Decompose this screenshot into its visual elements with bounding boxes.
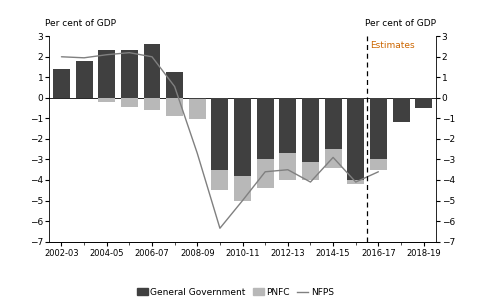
- Bar: [53, 95, 70, 98]
- Bar: [324, 149, 342, 168]
- Bar: [347, 180, 364, 184]
- Bar: [347, 98, 364, 180]
- Bar: [189, 99, 206, 119]
- Text: Per cent of GDP: Per cent of GDP: [365, 19, 436, 28]
- Text: Estimates: Estimates: [370, 41, 415, 50]
- Bar: [98, 98, 115, 102]
- Bar: [392, 98, 410, 123]
- Bar: [324, 98, 342, 149]
- Bar: [370, 159, 387, 170]
- Legend: General Government, PNFC, NFPS: General Government, PNFC, NFPS: [133, 284, 337, 300]
- Bar: [75, 61, 93, 98]
- Bar: [189, 98, 206, 99]
- Bar: [98, 50, 115, 98]
- Bar: [279, 98, 296, 153]
- Bar: [121, 50, 138, 98]
- Bar: [53, 69, 70, 98]
- Bar: [234, 176, 251, 201]
- Bar: [144, 98, 161, 110]
- Bar: [121, 98, 138, 107]
- Bar: [415, 98, 432, 108]
- Bar: [234, 98, 251, 176]
- Bar: [166, 98, 183, 116]
- Bar: [302, 162, 319, 180]
- Bar: [370, 98, 387, 159]
- Bar: [144, 44, 161, 98]
- Bar: [166, 72, 183, 98]
- Bar: [211, 98, 228, 170]
- Bar: [257, 98, 274, 159]
- Bar: [257, 159, 274, 188]
- Bar: [211, 170, 228, 190]
- Bar: [279, 153, 296, 180]
- Text: Per cent of GDP: Per cent of GDP: [45, 19, 116, 28]
- Bar: [302, 98, 319, 162]
